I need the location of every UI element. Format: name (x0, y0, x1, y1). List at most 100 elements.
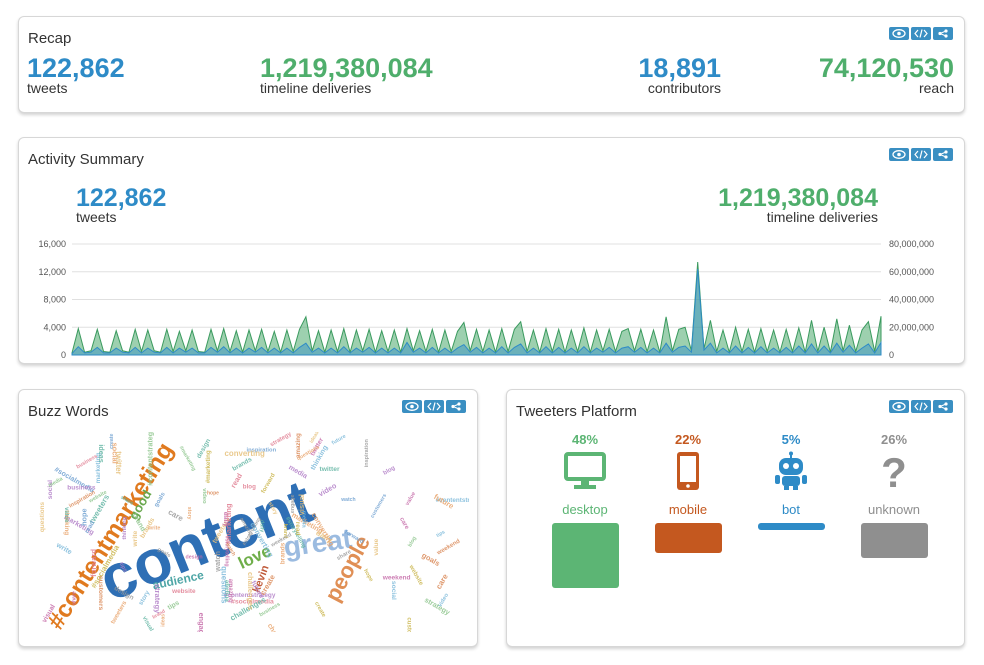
cloud-word: hope (79, 508, 88, 525)
cloud-word: story (186, 507, 192, 520)
cloud-word: visual (297, 494, 306, 515)
cloud-word: #storytelling (224, 536, 230, 567)
platform-bar (860, 523, 928, 558)
activity-chart: 16,000 80,000,000 12,000 60,000,000 8,000 40,… (38, 239, 934, 360)
cloud-word: read (229, 472, 245, 490)
right-axis-tick: 40,000,000 (889, 295, 934, 305)
cloud-word: amazing (227, 579, 233, 603)
cloud-word: daily (259, 520, 265, 532)
cloud-word: read (294, 522, 301, 536)
embed-code-icon[interactable] (911, 400, 931, 413)
cloud-word: #marketing (205, 450, 212, 483)
platform-bot: 5% bot (746, 432, 836, 530)
left-axis-tick: 8,000 (43, 295, 66, 305)
cloud-word: value (373, 538, 380, 555)
cloud-word: challenges (246, 572, 255, 610)
cloud-word: converting (225, 449, 266, 458)
cloud-word: care (398, 516, 411, 531)
cloud-word: website (171, 588, 196, 595)
cloud-word: ideas (97, 444, 106, 462)
left-axis-tick: 4,000 (43, 322, 66, 332)
cloud-word: tips (435, 529, 446, 539)
cloud-word: customers (97, 576, 104, 611)
platform-unknown: 26% ? unknown (849, 432, 939, 558)
cloud-word: tips (167, 599, 181, 611)
cloud-word: thinking (122, 516, 128, 539)
left-axis-tick: 0 (61, 350, 66, 360)
cloud-word: social (390, 581, 397, 600)
cloud-word: thinking (63, 510, 70, 535)
cloud-word: hope (207, 491, 219, 497)
cloud-word: write (147, 526, 160, 532)
cloud-word: blog (382, 465, 396, 477)
activity-tweets-value: 122,862 (76, 184, 167, 212)
cloud-word: weekend (382, 575, 411, 582)
cloud-word: tips (118, 562, 128, 574)
question-mark-icon: ? (881, 449, 907, 496)
cloud-word: engage (224, 579, 231, 602)
cloud-word: questions (39, 501, 46, 532)
cloud-word: watch (213, 551, 222, 573)
cloud-word: #marketing (224, 503, 233, 544)
cloud-word: engage (290, 495, 296, 514)
share-icon[interactable] (933, 148, 953, 161)
view-icon[interactable] (889, 27, 909, 40)
recap-tweets-label: tweets (27, 80, 68, 96)
share-icon[interactable] (446, 400, 466, 413)
panel-toolbar (889, 27, 953, 40)
panel-title: Activity Summary (28, 151, 144, 168)
cloud-word: video (201, 488, 207, 504)
cloud-word: marketing (95, 453, 102, 484)
platform-label: bot (781, 502, 801, 517)
cloud-word: social (111, 443, 120, 464)
view-icon[interactable] (889, 400, 909, 413)
platform-bar (757, 523, 825, 530)
cloud-word: brands (279, 542, 286, 564)
share-icon[interactable] (933, 27, 953, 40)
cloud-word: #contentstrategy (145, 432, 154, 486)
word-cloud: content#contentmarketing greatpeoplelovea… (39, 432, 469, 632)
activity-deliveries-value: 1,219,380,084 (718, 184, 878, 212)
platform-mobile: 22% mobile (643, 432, 733, 553)
platform-desktop: 48% desktop (540, 432, 630, 588)
cloud-word: create (313, 601, 327, 619)
cloud-word: video (437, 592, 450, 608)
cloud-word: future (331, 434, 347, 447)
embed-code-icon[interactable] (911, 27, 931, 40)
cloud-word: #socialmedia (231, 598, 274, 605)
cloud-word: amazing (295, 433, 302, 458)
cloud-word: video (317, 481, 339, 499)
cloud-word: hope (362, 568, 374, 583)
panel-title: Recap (28, 30, 72, 47)
platform-pct: 26% (880, 432, 908, 447)
platform-bar (551, 523, 619, 588)
cloud-word: create (109, 433, 115, 448)
mobile-phone-icon (677, 452, 699, 490)
cloud-word: inspiration (247, 448, 277, 454)
desktop-icon (564, 452, 606, 489)
share-icon[interactable] (933, 400, 953, 413)
platform-label: unknown (867, 502, 921, 517)
cloud-word: questions (219, 566, 228, 604)
right-axis-tick: 20,000,000 (889, 322, 934, 332)
cloud-word: brand (282, 524, 288, 539)
cloud-word: twitter (114, 451, 123, 474)
recap-reach-label: reach (918, 80, 954, 96)
activity-summary-panel: Activity Summary 122,862 tweets 1,219,38… (18, 137, 965, 364)
platform-pct: 48% (571, 432, 599, 447)
embed-code-icon[interactable] (424, 400, 444, 413)
left-axis-tick: 12,000 (38, 267, 66, 277)
recap-reach-value: 74,120,530 (818, 53, 954, 83)
cloud-word: care (434, 572, 450, 591)
buzz-words-panel: Buzz Words content #contentmarketing great… (18, 389, 478, 647)
cloud-word: write (132, 531, 139, 548)
view-icon[interactable] (889, 148, 909, 161)
view-icon[interactable] (402, 400, 422, 413)
cloud-word: blog (243, 483, 256, 490)
panel-title: Tweeters Platform (516, 403, 637, 420)
platform-label: mobile (668, 502, 708, 517)
embed-code-icon[interactable] (911, 148, 931, 161)
recap-contributors-label: contributors (647, 80, 721, 96)
cloud-word: strategy (269, 432, 293, 448)
activity-deliveries-label: timeline deliveries (766, 209, 878, 225)
